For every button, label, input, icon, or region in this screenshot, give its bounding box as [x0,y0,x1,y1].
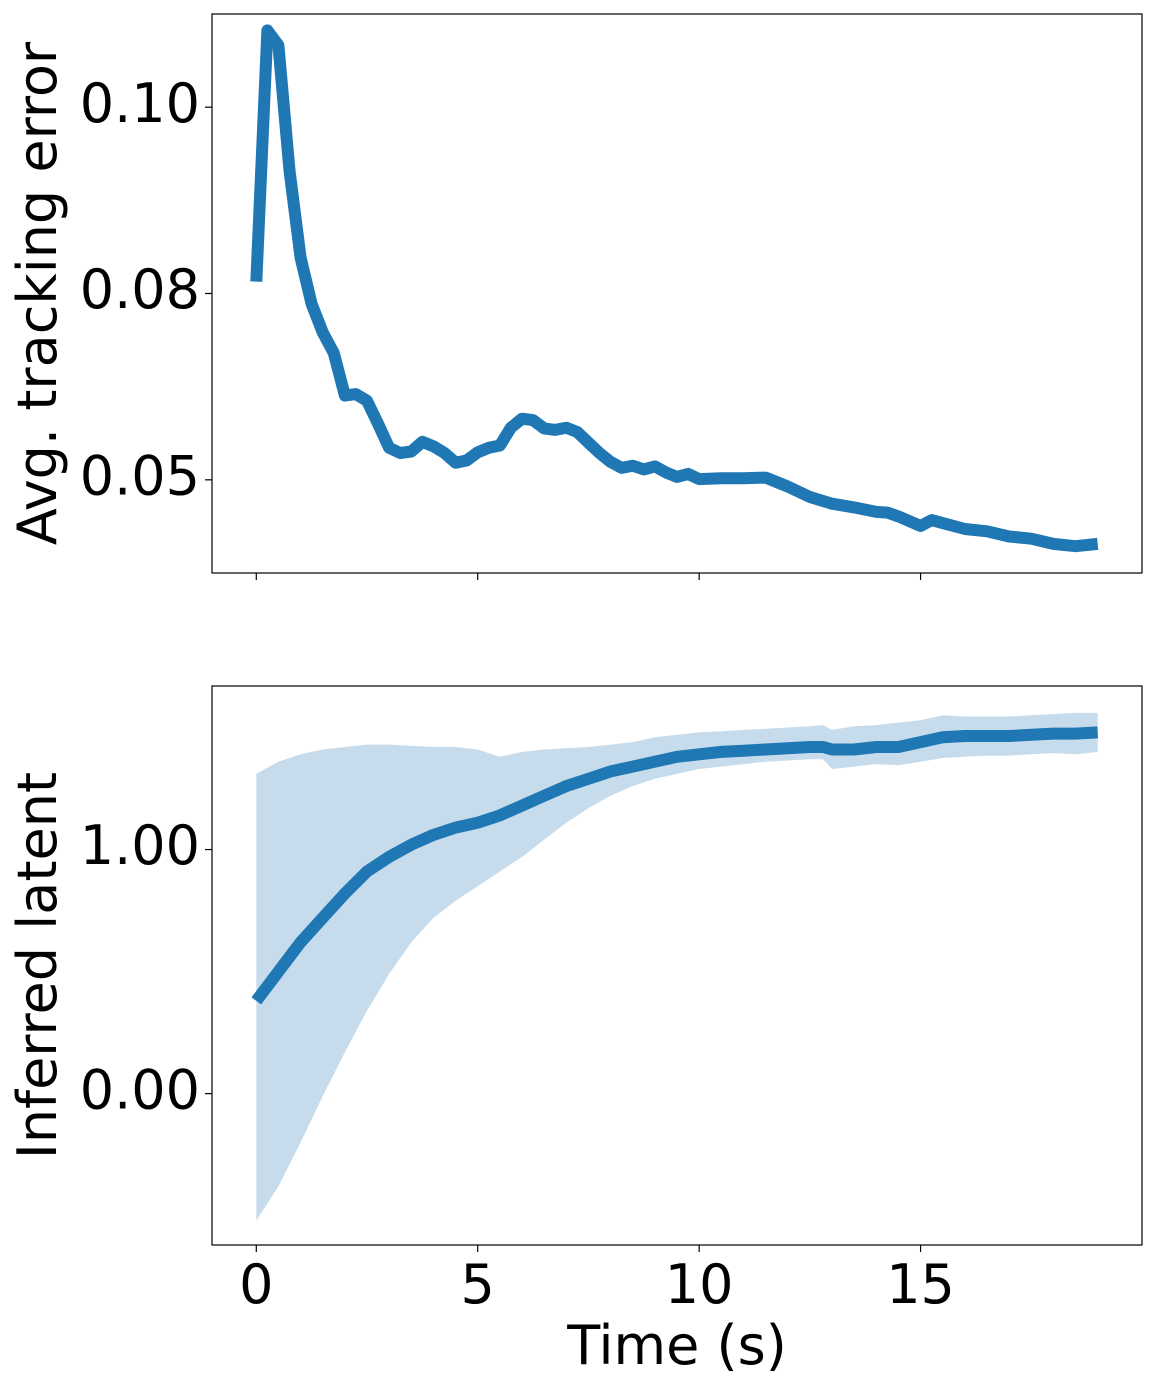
tracking-error-plot-frame [211,13,1143,574]
inferred-latent-x-tick-label: 5 [461,1253,495,1316]
tracking-error-line [250,24,1099,553]
inferred-latent-x-tick-label: 15 [886,1253,955,1316]
tracking-error-y-axis-label: Avg. tracking error [6,41,69,545]
inferred-latent-line [251,726,1099,1005]
time-x-axis-label: Time (s) [566,1314,787,1377]
tracking-error-x-ticks [255,573,922,580]
tracking-error-panel: 0.05 0.08 0.10 Avg. tracking error [6,13,1143,580]
inferred-latent-y-tick-label: 1.00 [80,814,200,877]
inferred-latent-y-tick-label: 0.00 [80,1058,200,1121]
inferred-latent-confidence-band [256,712,1098,1221]
inferred-latent-y-ticks: 0.00 1.00 [80,814,212,1121]
inferred-latent-y-axis-label: Inferred latent [6,772,69,1159]
tracking-error-y-tick-label: 0.08 [80,258,200,321]
tracking-error-y-tick-label: 0.10 [80,72,200,135]
inferred-latent-panel: 0 5 10 15 0.00 1.00 Inferred latent Time (s) [6,685,1143,1377]
tracking-error-y-ticks: 0.05 0.08 0.10 [80,72,212,507]
tracking-error-y-tick-label: 0.05 [80,444,200,507]
inferred-latent-x-tick-label: 0 [239,1253,273,1316]
inferred-latent-plot-frame [211,685,1143,1246]
inferred-latent-x-tick-label: 10 [665,1253,734,1316]
inferred-latent-x-ticks: 0 5 10 15 [239,1245,955,1316]
